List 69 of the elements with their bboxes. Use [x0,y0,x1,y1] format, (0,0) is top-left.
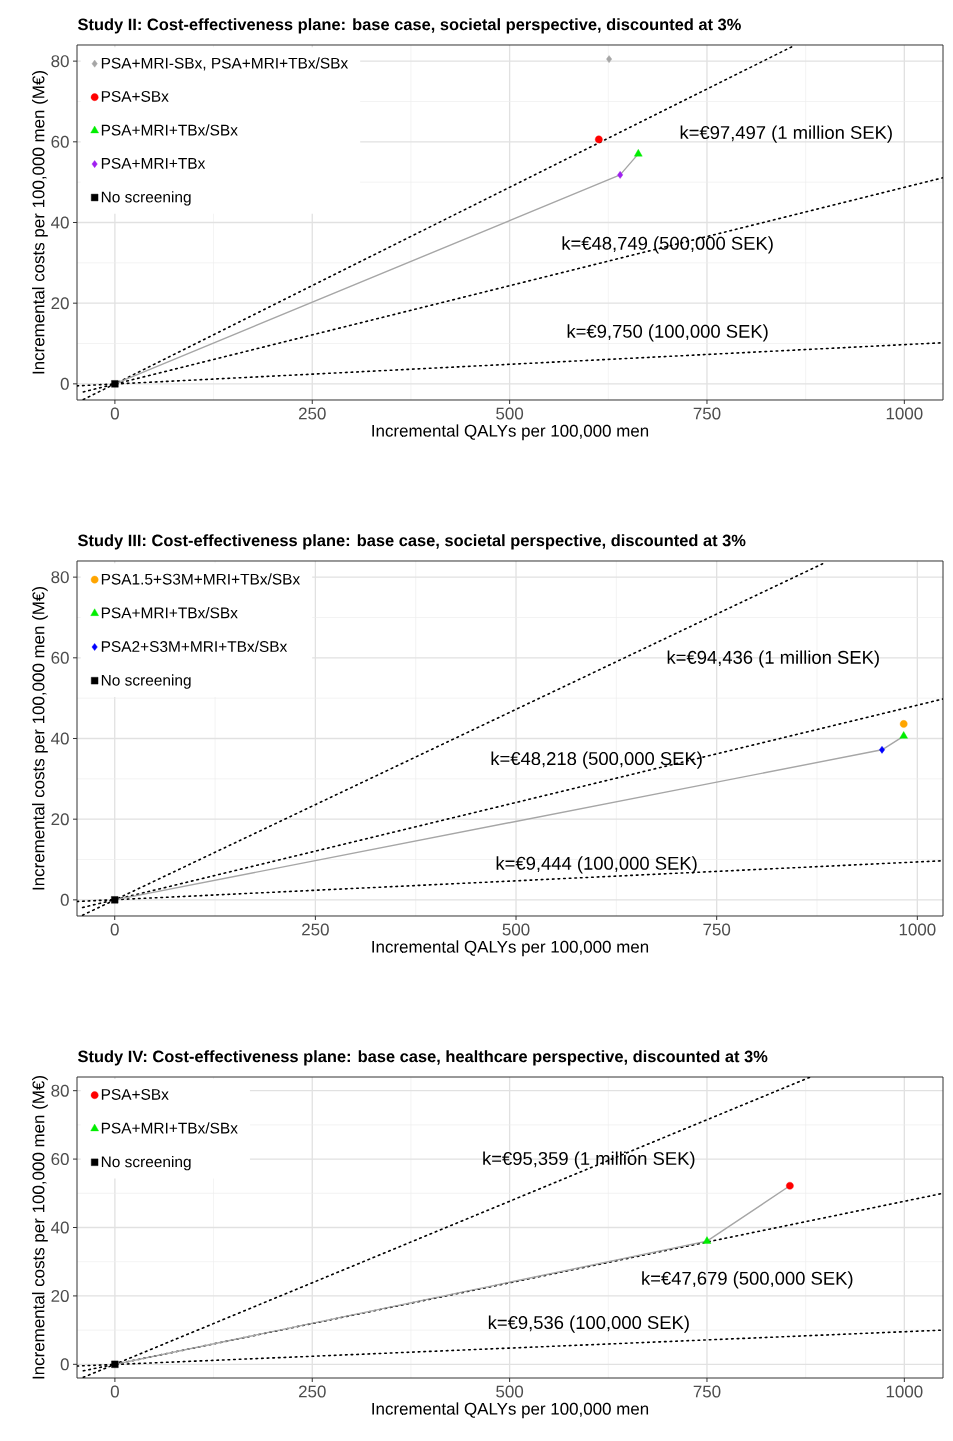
x-tick-label: 1000 [886,1385,923,1398]
point [634,149,643,157]
annotation: k=€9,536 (100,000 SEK) [488,1315,689,1333]
x-axis-title: Incremental QALYs per 100,000 men [372,1402,649,1419]
point [595,135,603,144]
point [606,55,612,63]
legend-label: PSA+SBx [101,90,169,102]
chart-title: Study III: Cost-effectiveness plane: base case, societal perspective, discounted at 3% [77,534,746,550]
legend-label: No screening [101,674,191,689]
legend-label: No screening [101,191,191,206]
annotation: k=€9,444 (100,000 SEK) [496,856,697,874]
y-tick-label: 40 [51,732,69,745]
x-tick-label: 1000 [886,407,923,420]
annotation: k=€47,679 (500,000 SEK) [642,1271,853,1289]
x-axis-title: Incremental QALYs per 100,000 men [372,940,649,957]
legend-label: PSA+MRI-SBx, PSA+MRI+TBx/SBx [101,57,349,71]
point [111,896,119,904]
point [111,1360,119,1368]
legend-label: PSA+MRI+TBx/SBx [101,1122,238,1134]
y-tick-label: 0 [60,893,69,906]
legend-label: PSA+MRI+TBx/SBx [101,607,238,619]
x-tick-label: 750 [703,923,731,936]
y-tick-label: 80 [51,571,69,584]
legend-label: PSA+SBx [101,1089,169,1100]
y-tick-label: 80 [51,1084,69,1097]
x-tick-label: 1000 [899,923,936,936]
y-axis-title: Incremental costs per 100,000 men (M€) [32,71,48,374]
point [899,731,908,739]
x-tick-label: 0 [110,1385,119,1398]
y-tick-label: 0 [60,1358,69,1371]
annotation: k=€94,436 (1 million SEK) [667,650,879,668]
x-tick-label: 750 [693,407,721,420]
x-tick-label: 750 [693,1385,721,1398]
legend-label: PSA+MRI+TBx [101,157,206,169]
legend-label: PSA2+S3M+MRI+TBx/SBx [101,640,288,653]
legend-label: PSA1.5+S3M+MRI+TBx/SBx [101,573,300,585]
annotation: k=€48,218 (500,000 SEK) [491,751,702,769]
y-axis-title: Incremental costs per 100,000 men (M€) [32,1076,48,1379]
annotation: k=€9,750 (100,000 SEK) [567,324,768,342]
y-tick-label: 20 [51,813,69,826]
legend-label: PSA+MRI+TBx/SBx [101,124,238,136]
y-tick-label: 60 [51,135,69,148]
x-tick-label: 500 [502,923,530,936]
chart-title: Study IV: Cost-effectiveness plane: base case, healthcare perspective, discounted at 3% [77,1050,768,1066]
point [702,1236,712,1244]
y-tick-label: 0 [60,377,69,390]
y-tick-label: 20 [51,1289,69,1302]
y-tick-label: 20 [51,297,69,310]
x-tick-label: 250 [298,407,326,420]
annotation: k=€97,497 (1 million SEK) [680,125,892,143]
x-tick-label: 250 [298,1385,326,1398]
y-tick-label: 40 [51,1221,69,1234]
x-tick-label: 500 [496,407,524,420]
point [899,720,908,728]
x-tick-label: 0 [110,407,119,420]
y-tick-label: 40 [51,216,69,229]
chart-title: Study II: Cost-effectiveness plane: base case, societal perspective, discounted at 3% [77,18,741,34]
x-axis-title: Incremental QALYs per 100,000 men [372,424,649,441]
x-tick-label: 0 [110,923,119,936]
x-tick-label: 500 [496,1385,524,1398]
legend-label: No screening [101,1155,191,1171]
point [786,1181,794,1190]
y-tick-label: 80 [51,55,69,68]
x-tick-label: 250 [302,923,329,936]
y-axis-title: Incremental costs per 100,000 men (M€) [32,587,48,890]
point [617,171,624,179]
y-tick-label: 60 [51,651,69,664]
y-tick-label: 60 [51,1153,69,1166]
point [111,380,119,388]
